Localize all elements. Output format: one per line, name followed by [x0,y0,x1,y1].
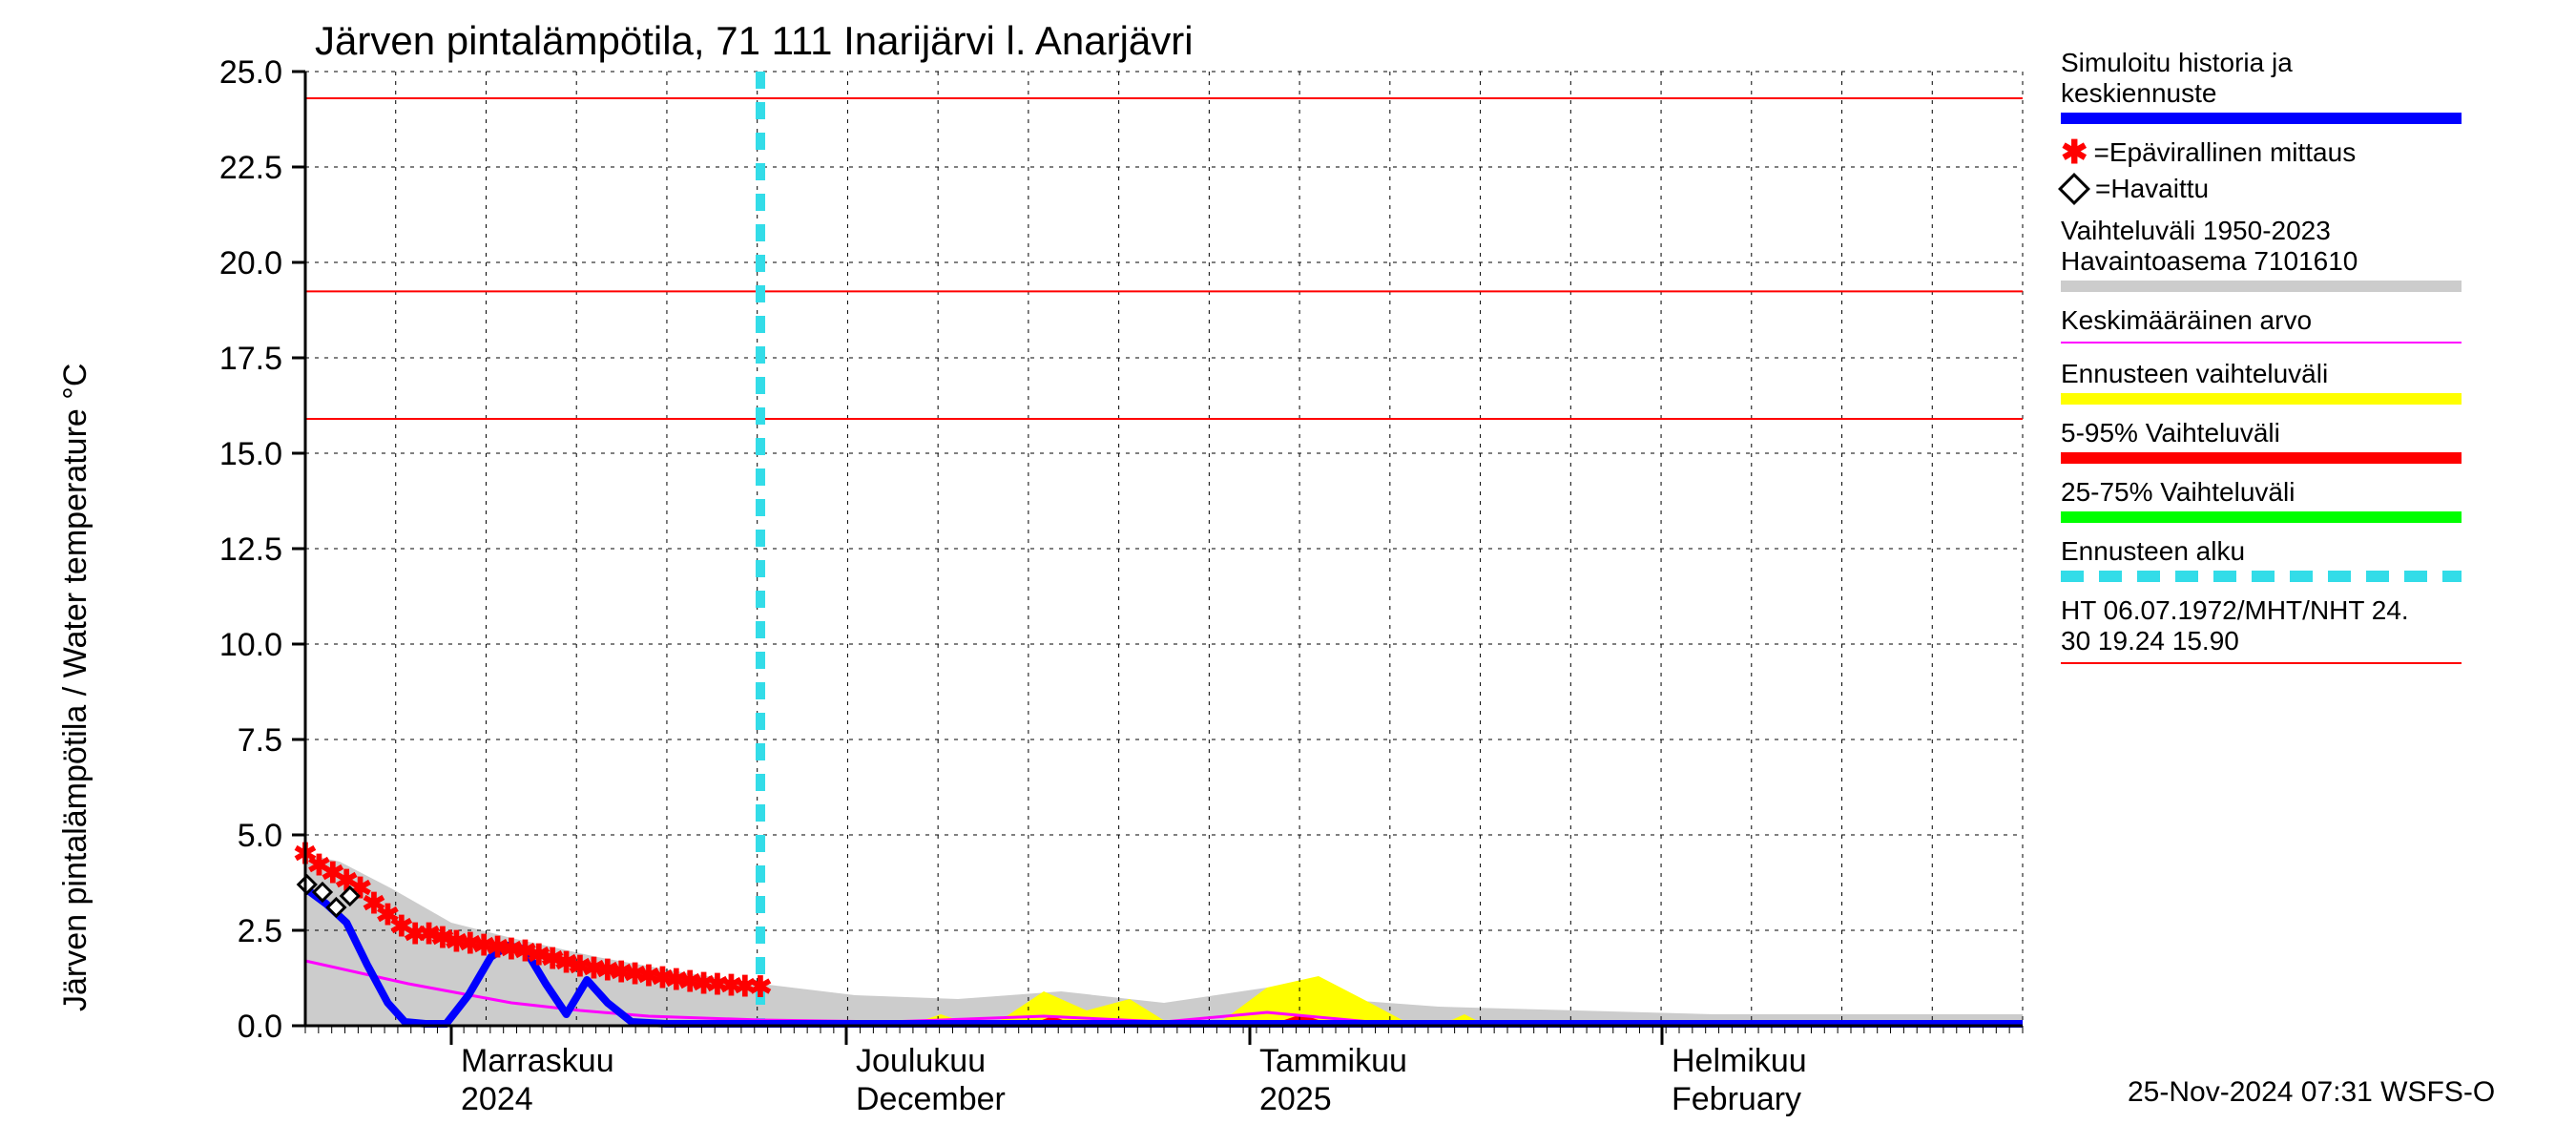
y-tick-label: 22.5 [219,150,282,186]
legend-ht-swatch [2061,662,2462,664]
chart-title: Järven pintalämpötila, 71 111 Inarijärvi… [315,18,1194,63]
unofficial-marker: ✱ [748,972,772,1004]
legend-p595-text: 5-95% Vaihteluväli [2061,418,2557,448]
legend-observed-text: =Havaittu [2095,174,2209,204]
legend-fcstart-swatch [2061,571,2462,582]
legend-p2575-text: 25-75% Vaihteluväli [2061,477,2557,508]
x-month-bottom: 2025 [1259,1081,1332,1117]
y-tick-label: 17.5 [219,341,282,377]
legend-unofficial-text: =Epävirallinen mittaus [2094,137,2357,168]
legend-range: Vaihteluväli 1950-2023 Havaintoasema 710… [2061,216,2557,292]
y-tick-label: 2.5 [238,913,282,949]
legend-ht-text1: HT 06.07.1972/MHT/NHT 24. [2061,595,2557,626]
legend-p595-swatch [2061,452,2462,464]
legend-range-swatch [2061,281,2462,292]
y-tick-label: 20.0 [219,245,282,281]
legend-sim-text2: keskiennuste [2061,78,2557,109]
x-month-top: Joulukuu [856,1043,986,1079]
x-month-top: Tammikuu [1259,1043,1407,1079]
legend-range-text1: Vaihteluväli 1950-2023 [2061,216,2557,246]
legend-sim: Simuloitu historia ja keskiennuste [2061,48,2557,124]
x-month-top: Marraskuu [461,1043,614,1079]
legend-fcstart: Ennusteen alku [2061,536,2557,582]
legend: Simuloitu historia ja keskiennuste ✱ =Ep… [2061,48,2557,679]
y-tick-label: 25.0 [219,54,282,91]
diamond-icon [2058,173,2090,205]
y-tick-label: 0.0 [238,1009,282,1045]
legend-p595: 5-95% Vaihteluväli [2061,418,2557,464]
legend-sim-text1: Simuloitu historia ja [2061,48,2557,78]
legend-ht: HT 06.07.1972/MHT/NHT 24. 30 19.24 15.90 [2061,595,2557,664]
y-tick-label: 7.5 [238,722,282,759]
x-month-bottom: February [1672,1081,1801,1117]
legend-fc-range-swatch [2061,393,2462,405]
legend-unofficial: ✱ =Epävirallinen mittaus [2061,137,2557,168]
legend-p2575: 25-75% Vaihteluväli [2061,477,2557,523]
x-month-bottom: December [856,1081,1006,1117]
legend-sim-swatch [2061,113,2462,124]
legend-range-text2: Havaintoasema 7101610 [2061,246,2557,277]
legend-fc-range-text: Ennusteen vaihteluväli [2061,359,2557,389]
legend-ht-text2: 30 19.24 15.90 [2061,626,2557,656]
y-tick-label: 12.5 [219,531,282,568]
y-tick-label: 10.0 [219,627,282,663]
legend-mean: Keskimääräinen arvo [2061,305,2557,344]
range-band [305,854,2023,1026]
legend-mean-text: Keskimääräinen arvo [2061,305,2557,336]
legend-observed: =Havaittu [2061,174,2557,204]
legend-fcstart-text: Ennusteen alku [2061,536,2557,567]
x-month-top: Helmikuu [1672,1043,1807,1079]
legend-fc-range: Ennusteen vaihteluväli [2061,359,2557,405]
y-tick-label: 5.0 [238,818,282,854]
footer-timestamp: 25-Nov-2024 07:31 WSFS-O [2128,1076,2495,1109]
chart-stage: { "title": "Järven pintalämpötila, 71 11… [0,0,2576,1145]
legend-mean-swatch [2061,342,2462,344]
x-month-bottom: 2024 [461,1081,533,1117]
y-tick-label: 15.0 [219,436,282,472]
legend-p2575-swatch [2061,511,2462,523]
